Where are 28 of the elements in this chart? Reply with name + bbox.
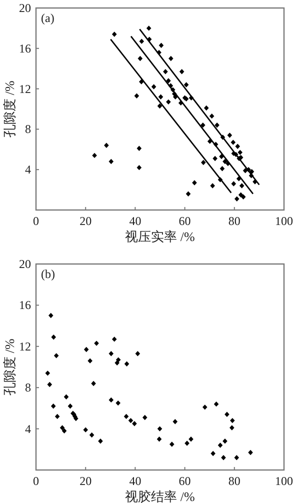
x-tick-label: 40: [129, 214, 142, 228]
y-tick-label: 8: [25, 122, 31, 136]
x-tick-label: 20: [80, 474, 92, 488]
x-tick-label: 100: [275, 474, 293, 488]
y-axis-title: 孔隙度 /%: [2, 338, 17, 396]
x-tick-label: 40: [129, 474, 142, 488]
y-tick-label: 16: [19, 41, 31, 56]
x-tick-label: 20: [80, 214, 92, 228]
y-tick-label: 20: [19, 257, 31, 271]
y-tick-label: 20: [19, 1, 31, 15]
y-axis-title: 孔隙度 /%: [2, 80, 17, 138]
x-axis-title: 视胶结率 /%: [125, 489, 196, 503]
y-tick-label: 12: [19, 82, 31, 96]
x-tick-label: 100: [275, 214, 293, 228]
y-tick-label: 4: [25, 162, 31, 177]
x-axis-title: 视压实率 /%: [125, 229, 196, 244]
x-tick-label: 80: [228, 214, 240, 228]
x-tick-label: 60: [178, 214, 191, 228]
y-tick-label: 8: [25, 380, 31, 395]
annotation: (b): [41, 267, 55, 281]
y-tick-label: 4: [25, 422, 31, 436]
x-tick-label: 80: [228, 474, 240, 488]
y-tick-label: 16: [19, 298, 31, 312]
annotation: (a): [41, 11, 54, 25]
x-tick-label: 60: [178, 474, 191, 488]
x-tick-label: 0: [33, 474, 39, 488]
y-tick-label: 12: [19, 339, 31, 354]
x-tick-label: 0: [33, 214, 39, 228]
